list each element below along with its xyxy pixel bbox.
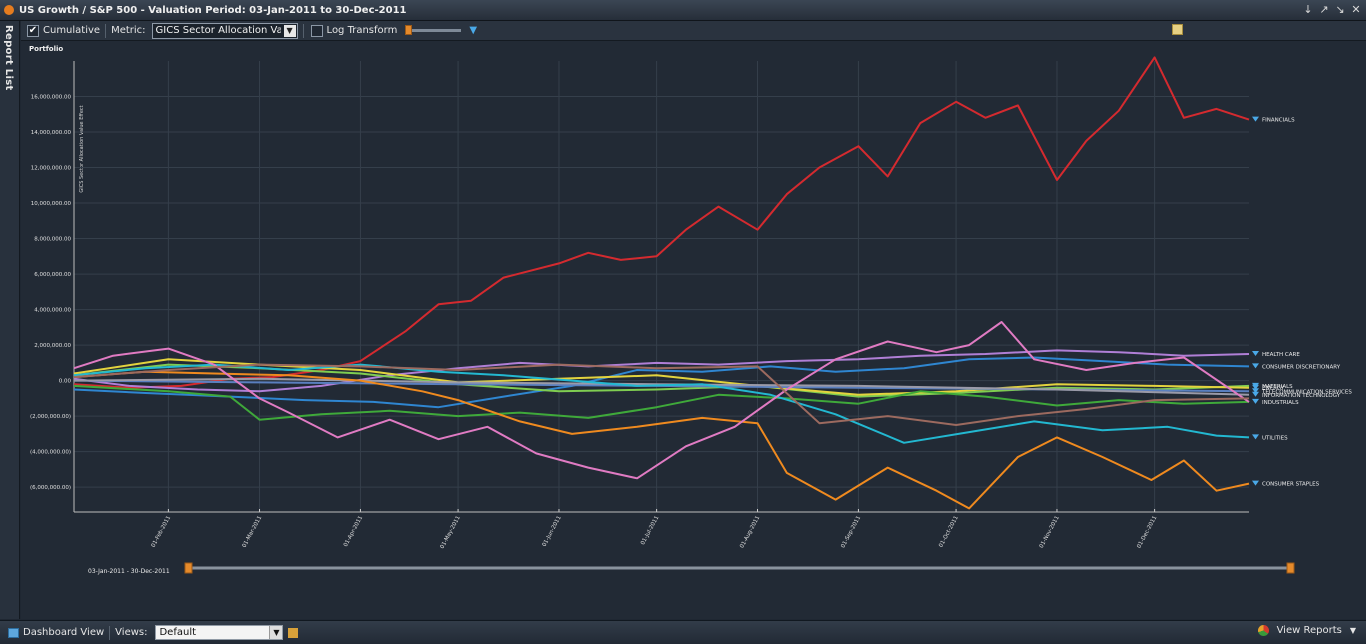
cumulative-checkbox[interactable]: ✔ bbox=[27, 24, 39, 37]
series-line bbox=[73, 356, 1250, 409]
y-tick-label: 16,000,000.00 bbox=[31, 95, 72, 101]
line-chart: Portfolio GICS Sector Allocation Value Ef… bbox=[29, 45, 1352, 575]
series-filter-icon bbox=[1252, 384, 1259, 390]
series-end-label: TELECOMMUNICATION SERVICES bbox=[1261, 389, 1352, 395]
window-title: US Growth / S&P 500 - Valuation Period: … bbox=[19, 4, 407, 16]
series-line bbox=[73, 56, 1250, 389]
chart-title: Portfolio bbox=[29, 45, 63, 53]
x-tick-label: 01-Feb-2011 bbox=[151, 515, 173, 548]
y-tick-label: 0.00 bbox=[59, 379, 72, 385]
y-tick-label: (6,000,000.00) bbox=[30, 485, 71, 491]
pin-icon[interactable]: ↓ bbox=[1303, 3, 1313, 16]
x-tick-label: 01-Apr-2011 bbox=[343, 515, 364, 548]
series-end-label: CONSUMER STAPLES bbox=[1262, 482, 1320, 488]
log-transform-label[interactable]: Log Transform bbox=[326, 25, 398, 36]
y-tick-label: 4,000,000.00 bbox=[34, 308, 71, 314]
report-list-label[interactable]: Report List bbox=[3, 25, 14, 91]
series-filter-icon bbox=[1252, 363, 1259, 369]
title-bar: US Growth / S&P 500 - Valuation Period: … bbox=[0, 0, 1366, 21]
series-filter-icon bbox=[1252, 116, 1259, 122]
slider-handle[interactable] bbox=[405, 25, 413, 35]
series-filter-icon bbox=[1252, 434, 1259, 440]
series-line bbox=[73, 363, 1250, 444]
x-tick-label: 01-Nov-2011 bbox=[1039, 515, 1061, 549]
metric-value: GICS Sector Allocation Value bbox=[155, 25, 281, 36]
toolbar-divider bbox=[302, 23, 304, 38]
chart-area: Portfolio GICS Sector Allocation Value Ef… bbox=[21, 41, 1366, 619]
x-tick-label: 01-Jul-2011 bbox=[640, 515, 660, 546]
footer-divider bbox=[109, 625, 111, 640]
x-tick-label: 01-May-2011 bbox=[440, 515, 462, 550]
chevron-down-icon[interactable]: ▼ bbox=[269, 626, 283, 639]
y-tick-label: (4,000,000.00) bbox=[30, 450, 71, 456]
restore-icon[interactable]: ↗ bbox=[1319, 3, 1329, 16]
views-value: Default bbox=[159, 627, 197, 638]
series-end-label: HEALTH CARE bbox=[1262, 352, 1300, 358]
filter-icon[interactable]: ▼ bbox=[469, 25, 478, 36]
x-tick-label: 01-Jun-2011 bbox=[542, 515, 563, 548]
chevron-down-icon[interactable]: ▼ bbox=[1349, 626, 1356, 635]
cumulative-label[interactable]: Cumulative bbox=[43, 25, 101, 36]
metric-label: Metric: bbox=[111, 25, 146, 36]
range-slider-end-handle[interactable] bbox=[1286, 562, 1295, 574]
chevron-down-icon[interactable]: ▼ bbox=[283, 24, 296, 37]
window-controls: ↓ ↗ ↘ ✕ bbox=[1302, 3, 1362, 16]
y-tick-label: 2,000,000.00 bbox=[34, 343, 71, 349]
calendar-icon[interactable] bbox=[1172, 24, 1183, 35]
dashboard-icon[interactable] bbox=[8, 627, 19, 638]
metric-select[interactable]: GICS Sector Allocation Value ▼ bbox=[151, 22, 298, 39]
series-filter-icon bbox=[1252, 391, 1259, 397]
status-bar: Dashboard View Views: Default ▼ View Rep… bbox=[0, 620, 1366, 644]
x-tick-label: 01-Mar-2011 bbox=[242, 515, 264, 549]
series-end-label: FINANCIALS bbox=[1262, 118, 1295, 124]
chart-toolbar: ✔ Cumulative Metric: GICS Sector Allocat… bbox=[21, 21, 1366, 41]
series-filter-icon bbox=[1252, 480, 1259, 486]
log-transform-checkbox[interactable] bbox=[310, 24, 323, 37]
y-tick-label: 6,000,000.00 bbox=[34, 272, 71, 278]
series-filter-icon bbox=[1252, 398, 1259, 404]
views-label: Views: bbox=[115, 627, 148, 638]
series-end-label: UTILITIES bbox=[1262, 435, 1288, 441]
pie-chart-icon bbox=[1257, 625, 1269, 636]
series-filter-icon bbox=[1252, 388, 1259, 394]
series-end-label: CONSUMER DISCRETIONARY bbox=[1262, 364, 1341, 370]
series-line bbox=[73, 384, 1250, 421]
views-select[interactable]: Default ▼ bbox=[155, 625, 284, 640]
series-end-label: INDUSTRIALS bbox=[1262, 400, 1299, 406]
series-line bbox=[73, 349, 1250, 393]
y-tick-label: 12,000,000.00 bbox=[31, 166, 72, 172]
x-tick-label: 01-Dec-2011 bbox=[1136, 515, 1158, 549]
y-axis-label: GICS Sector Allocation Value Effect bbox=[79, 105, 85, 192]
y-tick-label: 8,000,000.00 bbox=[34, 237, 71, 243]
y-tick-label: 14,000,000.00 bbox=[31, 130, 72, 136]
series-line bbox=[73, 363, 1250, 426]
log-transform-slider[interactable] bbox=[405, 25, 462, 35]
series-line bbox=[73, 377, 1250, 396]
range-slider-label: 03-Jan-2011 - 30-Dec-2011 bbox=[88, 568, 170, 575]
app-icon bbox=[4, 5, 14, 15]
y-tick-label: (2,000,000.00) bbox=[30, 414, 71, 420]
report-list-sidebar[interactable]: Report List bbox=[0, 21, 20, 619]
series-end-label: MATERIALS bbox=[1262, 384, 1293, 390]
x-tick-label: 01-Oct-2011 bbox=[938, 515, 960, 548]
series-filter-icon bbox=[1252, 350, 1259, 356]
toolbar-divider bbox=[105, 23, 107, 38]
save-view-icon[interactable] bbox=[288, 627, 299, 638]
x-tick-label: 01-Aug-2011 bbox=[739, 515, 761, 549]
x-tick-label: 01-Sep-2011 bbox=[840, 515, 862, 549]
maximize-icon[interactable]: ↘ bbox=[1335, 3, 1345, 16]
y-tick-label: 10,000,000.00 bbox=[31, 201, 72, 207]
series-line bbox=[73, 321, 1250, 480]
view-reports-label[interactable]: View Reports bbox=[1276, 625, 1342, 636]
series-line bbox=[73, 370, 1250, 510]
view-reports-menu[interactable]: View Reports ▼ bbox=[1257, 625, 1356, 636]
series-end-label: ENERGY bbox=[1262, 386, 1285, 392]
close-icon[interactable]: ✕ bbox=[1351, 3, 1361, 16]
series-end-label: INFORMATION TECHNOLOGY bbox=[1262, 393, 1341, 399]
range-slider-start-handle[interactable] bbox=[184, 562, 193, 574]
dashboard-view-button[interactable]: Dashboard View bbox=[23, 627, 105, 638]
